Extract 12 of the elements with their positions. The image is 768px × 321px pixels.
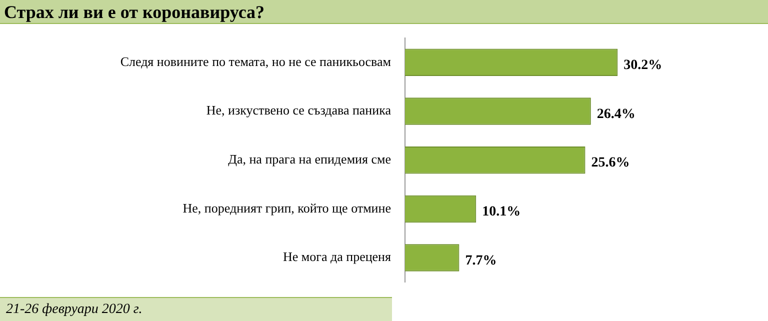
data-label: 7.7% (465, 253, 497, 268)
y-tick-label: Не, поредният грип, който ще отмине (182, 200, 392, 216)
data-label: 30.2% (624, 58, 662, 74)
y-tick-label: Следя новините по темата, но не се паникьосвам (120, 54, 391, 69)
data-label: 10.1% (482, 204, 521, 220)
data-label: 26.4% (596, 106, 636, 122)
y-tick-label: Да, на прага на епидемия сме (228, 152, 392, 167)
text: 21-26 февруари 2020 г. (0, 297, 392, 321)
y-tick-label: Не мога да преценя (282, 249, 392, 264)
data-label: 25.6% (591, 156, 630, 171)
text: Страх ли ви е от коронавируса? (0, 0, 768, 24)
y-tick-label: Не, изкуствено се създава паника (206, 102, 392, 118)
